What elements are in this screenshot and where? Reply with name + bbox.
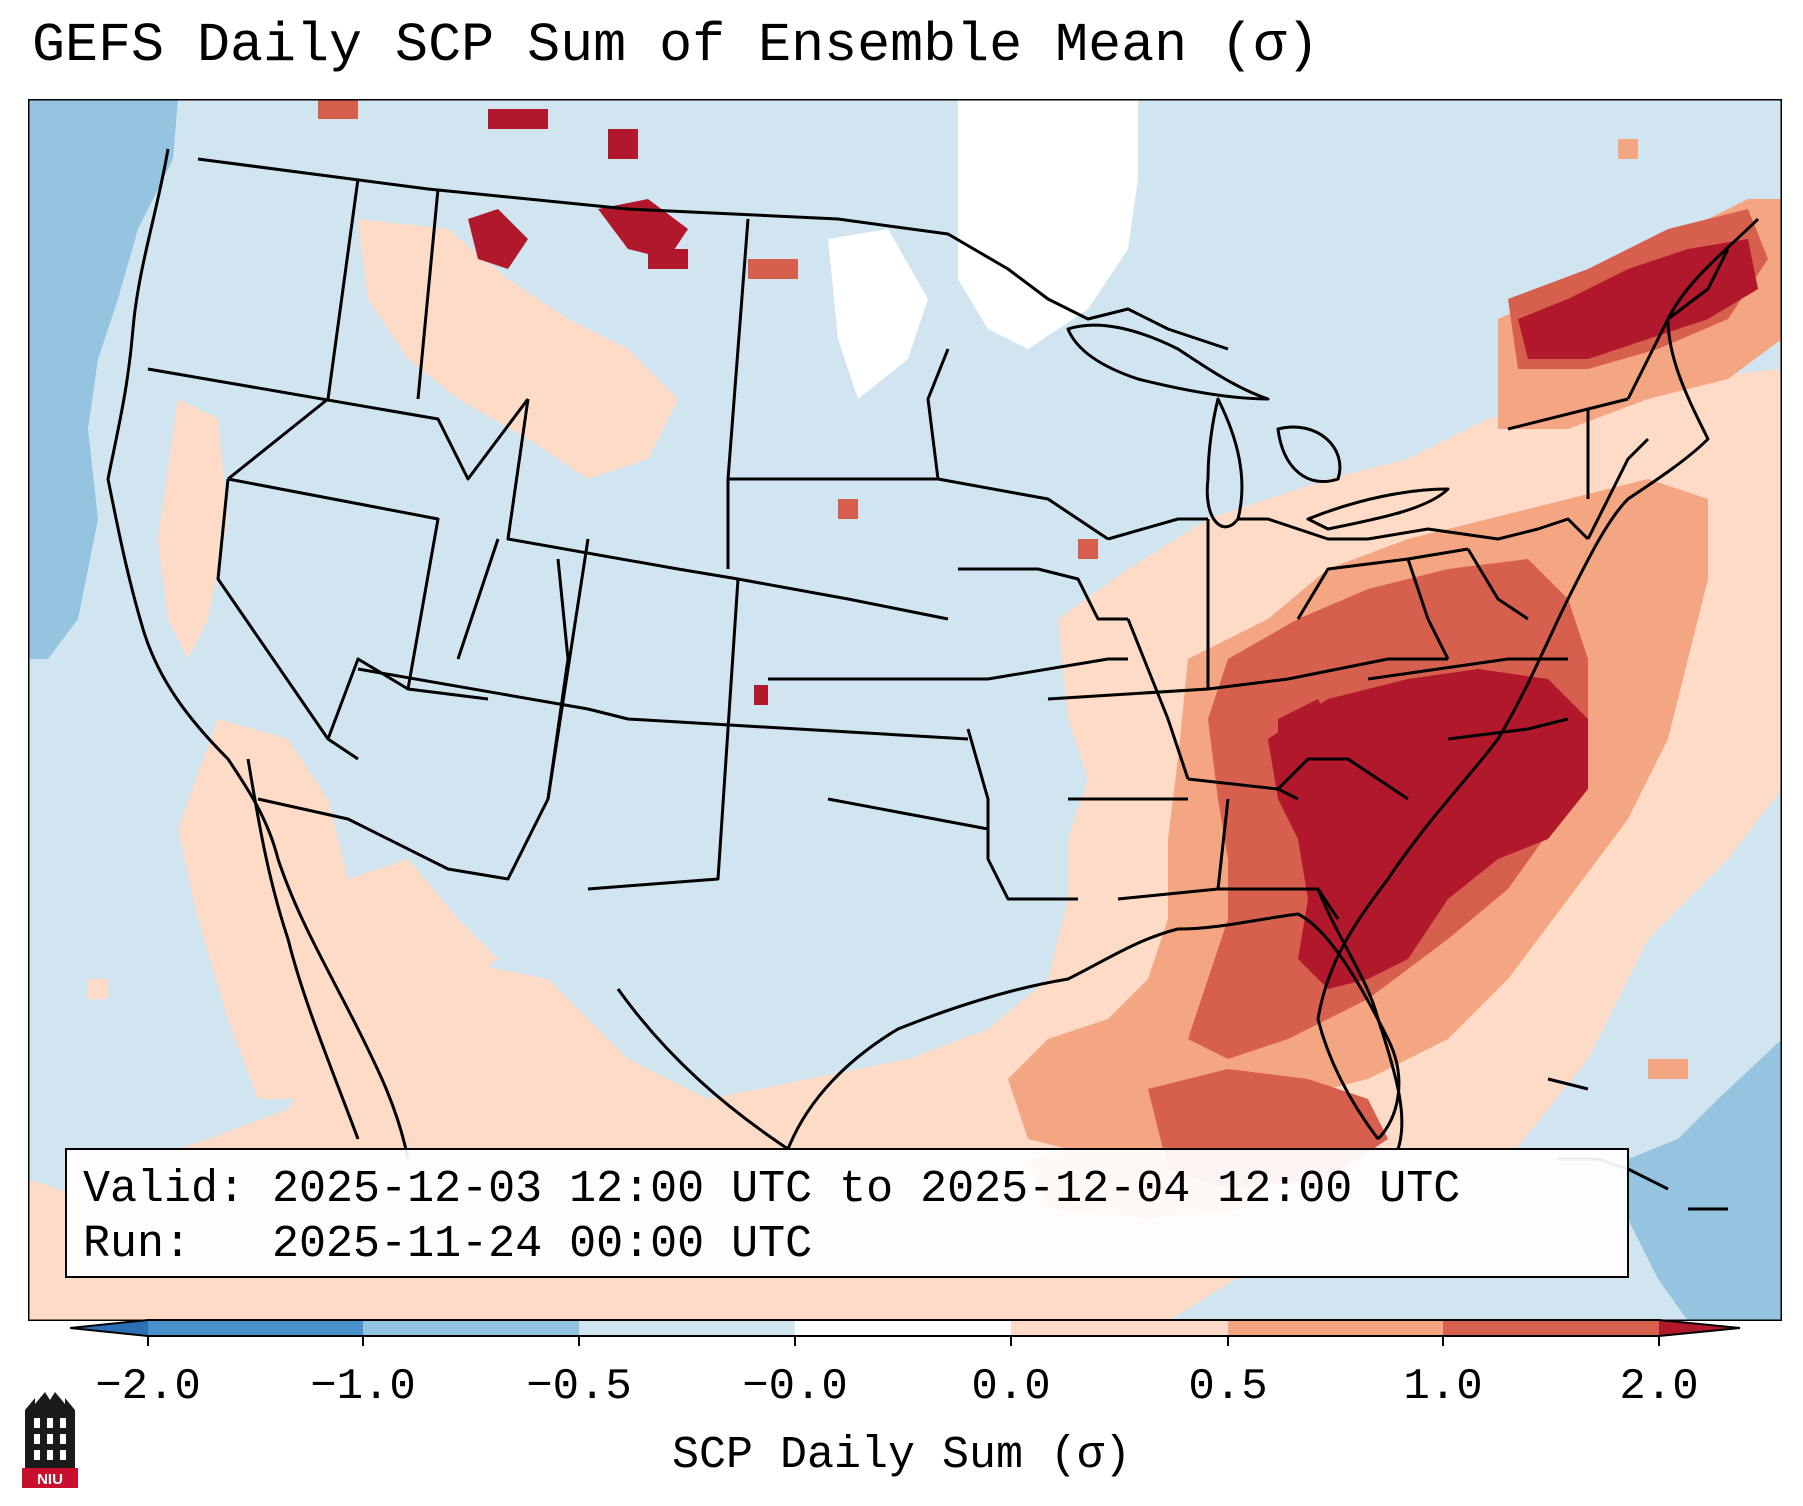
colorbar-segment-4 — [795, 1320, 1011, 1336]
colorbar-tick-label: 1.0 — [1403, 1362, 1483, 1412]
colorbar-segment-3 — [579, 1320, 795, 1336]
valid-run-textbox: Valid: 2025-12-03 12:00 UTC to 2025-12-0… — [65, 1148, 1629, 1278]
colorbar-tick-label: −0.5 — [526, 1362, 632, 1412]
positive-light-region-northwest — [358, 219, 678, 479]
valid-label: Valid: — [83, 1164, 246, 1215]
neutral-region-north — [958, 99, 1138, 349]
colorbar-segment-5 — [1011, 1320, 1228, 1336]
neutral-region-north-2 — [828, 229, 928, 399]
colorbar-segment-7 — [1443, 1320, 1659, 1336]
chart-title: GEFS Daily SCP Sum of Ensemble Mean (σ) — [32, 14, 1320, 77]
positive-extreme-region-montana — [468, 209, 528, 269]
colorbar-label: SCP Daily Sum (σ) — [671, 1430, 1132, 1481]
colorbar-tick-label: 0.0 — [971, 1362, 1051, 1412]
colorbar-tick-label: −2.0 — [95, 1362, 201, 1412]
positive-light-region-west-coast — [158, 399, 228, 659]
colorbar-segment-2 — [363, 1320, 579, 1336]
niu-tower-logo: NIU — [22, 1392, 78, 1488]
colorbar-extend-high — [1659, 1320, 1740, 1336]
state-and-coast-boundaries — [106, 148, 1760, 1211]
colorbar — [70, 1319, 1741, 1346]
positive-extreme-region-ohio-valley — [1278, 699, 1338, 789]
colorbar-tick-label: −1.0 — [310, 1362, 416, 1412]
logo-text: NIU — [37, 1471, 63, 1488]
colorbar-tick-label: −0.0 — [742, 1362, 848, 1412]
positive-extreme-region-carolinas — [1268, 669, 1588, 989]
colorbar-extend-low — [70, 1320, 148, 1336]
valid-time: 2025-12-03 12:00 UTC to 2025-12-04 12:00… — [272, 1164, 1461, 1215]
negative-region-west — [28, 99, 178, 659]
negative-region-southeast — [1628, 1039, 1782, 1321]
run-time: 2025-11-24 00:00 UTC — [272, 1219, 813, 1270]
run-label: Run: — [83, 1219, 192, 1270]
colorbar-segment-1 — [148, 1320, 363, 1336]
scp-anomaly-map — [28, 99, 1782, 1321]
positive-extreme-region-northeast — [1518, 239, 1758, 359]
colorbar-segment-6 — [1228, 1320, 1443, 1336]
colorbar-tick-label: 0.5 — [1188, 1362, 1268, 1412]
pixel-speckles — [88, 99, 1688, 1079]
colorbar-tick-label: 2.0 — [1619, 1362, 1699, 1412]
positive-extreme-region-canada — [598, 199, 688, 259]
